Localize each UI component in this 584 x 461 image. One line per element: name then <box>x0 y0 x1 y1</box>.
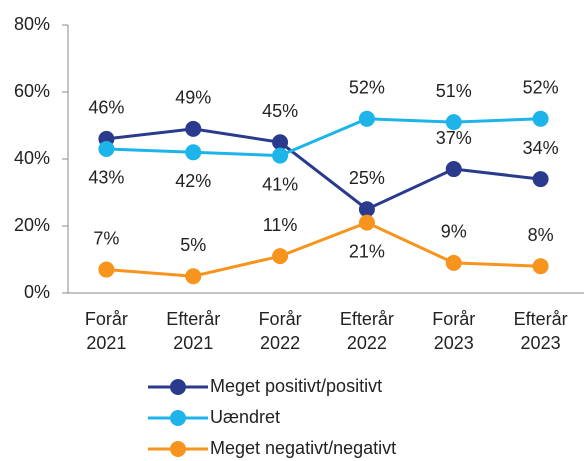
data-label: 41% <box>262 174 298 194</box>
legend-marker <box>170 379 186 395</box>
point <box>358 201 375 218</box>
point <box>358 110 375 127</box>
data-label: 5% <box>180 235 206 255</box>
point <box>445 161 462 178</box>
point <box>445 114 462 131</box>
data-label: 21% <box>349 241 385 261</box>
point <box>185 144 202 161</box>
series-line <box>106 117 541 158</box>
point <box>532 171 549 188</box>
point <box>532 258 549 275</box>
y-tick-label: 40% <box>14 148 50 168</box>
data-label: 46% <box>88 98 124 118</box>
point <box>98 261 115 278</box>
data-label: 37% <box>436 128 472 148</box>
data-label: 51% <box>436 81 472 101</box>
series-line <box>106 221 541 278</box>
point <box>272 134 289 151</box>
data-label: 25% <box>349 168 385 188</box>
y-tick-label: 20% <box>14 215 50 235</box>
data-label: 11% <box>263 215 298 235</box>
x-tick-label: Efterår 2023 <box>514 309 568 353</box>
point <box>272 248 289 265</box>
x-tick-label: Efterår 2022 <box>340 309 394 353</box>
y-tick-label: 0% <box>24 282 50 302</box>
data-label: 7% <box>93 228 119 248</box>
legend-label: Uændret <box>210 407 280 427</box>
legend-marker <box>170 441 186 457</box>
legend-label: Meget positivt/positivt <box>210 376 382 396</box>
point <box>358 214 375 231</box>
point <box>532 110 549 127</box>
series-line <box>106 127 541 211</box>
x-tick-label: Forår 2021 <box>85 309 128 353</box>
x-tick-label: Efterår 2021 <box>166 309 220 353</box>
data-label: 52% <box>523 78 559 98</box>
data-label: 45% <box>262 101 298 121</box>
data-label: 34% <box>523 138 559 158</box>
legend-marker <box>170 410 186 426</box>
point <box>98 140 115 157</box>
x-tick-label: Forår 2023 <box>432 309 475 353</box>
legend-label: Meget negativt/negativt <box>210 438 396 458</box>
data-label: 43% <box>88 168 124 188</box>
y-tick-label: 80% <box>14 14 50 34</box>
data-label: 42% <box>175 171 211 191</box>
point <box>185 120 202 137</box>
data-label: 9% <box>441 222 467 242</box>
data-label: 52% <box>349 78 385 98</box>
data-label: 8% <box>528 225 554 245</box>
point <box>272 147 289 164</box>
y-tick-label: 60% <box>14 81 50 101</box>
data-label: 49% <box>175 88 211 108</box>
point <box>445 254 462 271</box>
point <box>185 268 202 285</box>
x-tick-label: Forår 2022 <box>259 309 302 353</box>
